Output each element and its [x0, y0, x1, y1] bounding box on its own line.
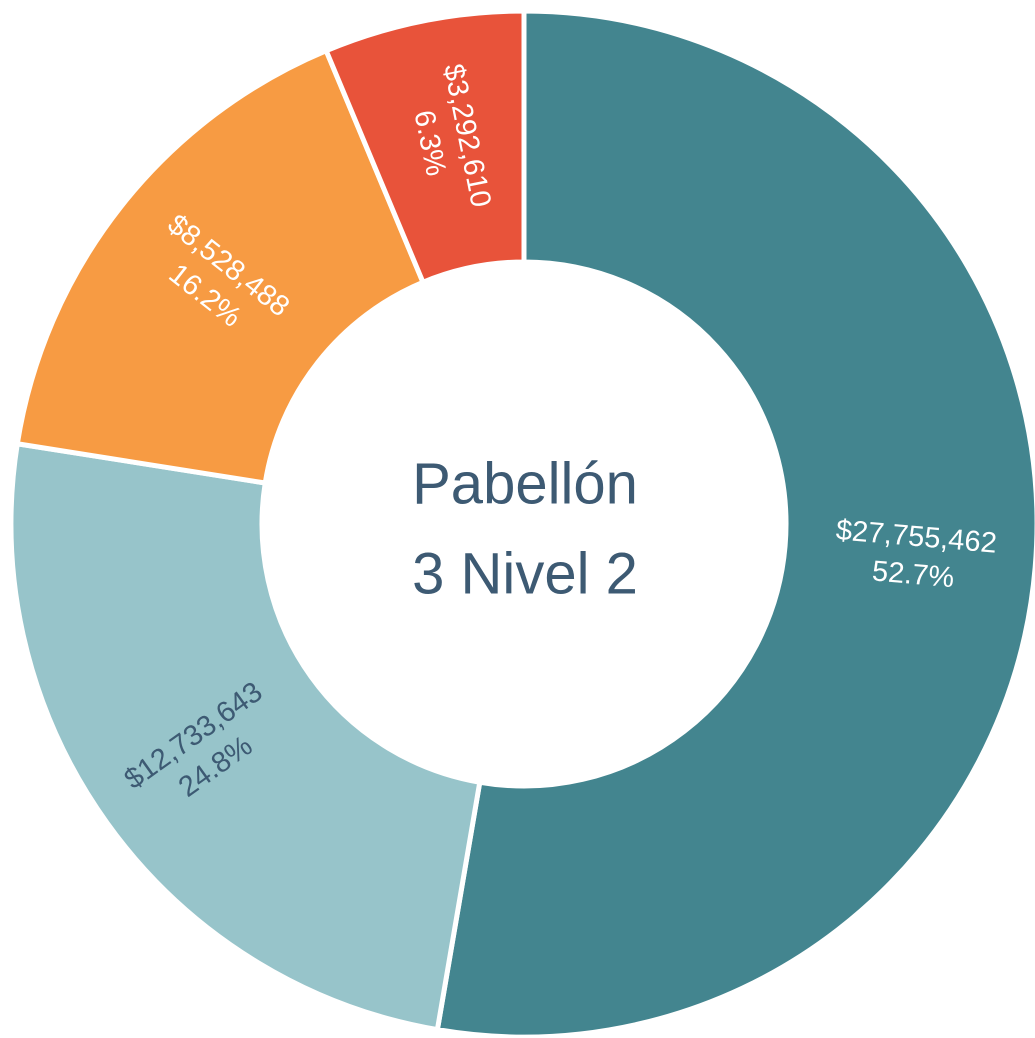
center-text: Pabellón — [412, 451, 638, 516]
data-label: 52.7% — [871, 555, 956, 594]
donut-slice — [8, 440, 483, 1033]
donut-slice — [14, 47, 427, 486]
center-text: 3 Nivel 2 — [412, 541, 638, 606]
donut-slice — [434, 8, 1035, 1038]
donut-slice — [322, 8, 527, 286]
